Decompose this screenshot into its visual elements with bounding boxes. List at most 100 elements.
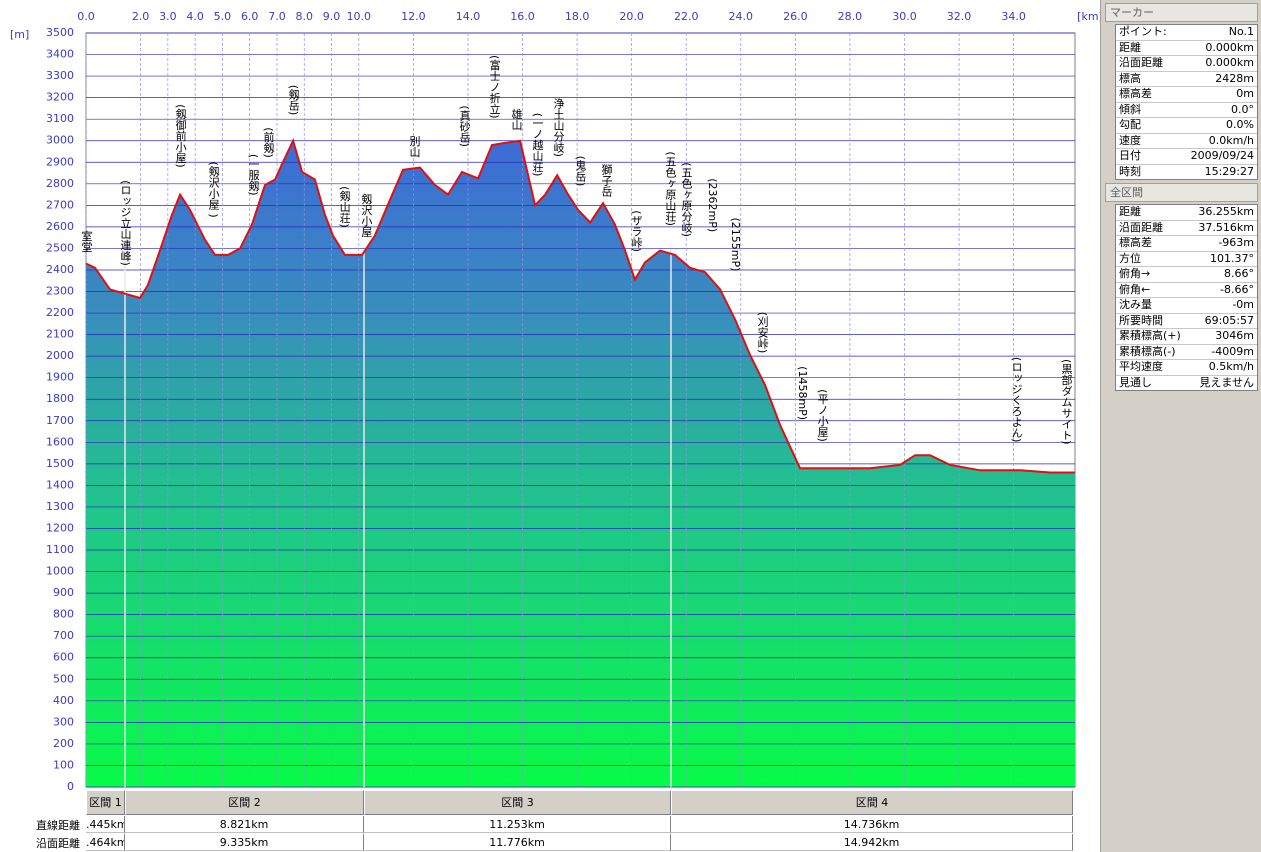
section-surface: 11.776km (364, 834, 671, 851)
panel-label: 傾斜 (1119, 102, 1141, 116)
annotation: 剱沢小屋 (360, 193, 373, 238)
x-tick-label: 9.0 (323, 10, 341, 23)
y-tick-label: 2600 (46, 220, 74, 233)
table-corner (0, 790, 86, 815)
annotation: (ロッジ立山連峰) (119, 180, 132, 266)
panel-row: 見通し 見えません (1116, 376, 1257, 391)
panel-label: 累積標高(+) (1119, 329, 1181, 342)
x-tick-label: 32.0 (947, 10, 972, 23)
section-header: 区間 4 (671, 790, 1073, 815)
y-tick-label: 600 (53, 651, 74, 664)
x-tick-label: 10.0 (347, 10, 372, 23)
panel-value: 見えません (1199, 375, 1254, 389)
panel-row: 所要時間 69:05:57 (1116, 314, 1257, 329)
y-tick-label: 2000 (46, 349, 74, 362)
annotation: 浄土山分岐) (552, 96, 565, 157)
panel-label: 標高差 (1119, 236, 1152, 249)
panel-row: 距離 36.255km (1116, 205, 1257, 221)
annotation: (一服剱) (247, 154, 260, 196)
annotation: (刈安峠) (756, 312, 769, 354)
panel-label: 距離 (1119, 205, 1141, 218)
y-tick-label: 1700 (46, 414, 74, 427)
y-tick-label: 700 (53, 629, 74, 642)
x-tick-label: 12.0 (401, 10, 426, 23)
x-tick-label: 3.0 (159, 10, 177, 23)
panel-row: 速度 0.0km/h (1116, 133, 1257, 149)
panel-row: 標高 2428m (1116, 71, 1257, 87)
y-tick-label: 3100 (46, 112, 74, 125)
x-tick-label: 6.0 (241, 10, 259, 23)
panel-label: ポイント: (1119, 25, 1167, 38)
annotation: (剱御前小屋) (174, 104, 187, 168)
total-table: 距離 36.255km 沿面距離 37.516km 標高差 -963m 方位 101.37° 俯… (1115, 204, 1258, 391)
panel-value: 15:29:27 (1204, 164, 1254, 178)
panel-label: 沿面距離 (1119, 220, 1163, 234)
annotation: 別山 (408, 135, 421, 157)
panel-value: 8.66° (1224, 267, 1254, 280)
panel-value: 0.5km/h (1208, 360, 1254, 373)
section-straight: 14.736km (671, 816, 1073, 833)
y-axis-unit: [m] (10, 28, 29, 41)
panel-row: 累積標高(+) 3046m (1116, 329, 1257, 345)
panel-label: 速度 (1119, 133, 1141, 147)
panel-row: 方位 101.37° (1116, 252, 1257, 267)
y-tick-label: 2500 (46, 241, 74, 254)
y-tick-label: 1400 (46, 478, 74, 491)
section-table: 直線距離 沿面距離 区間 1.445km .464km 区間 2 8.821km 9.335… (0, 790, 1100, 852)
annotation: 獅子岳 (600, 163, 613, 197)
panel-row: 距離 0.000km (1116, 40, 1257, 56)
x-tick-label: 14.0 (456, 10, 481, 23)
panel-label: 見通し (1119, 375, 1152, 389)
panel-value: -8.66° (1220, 282, 1254, 296)
panel-row: 俯角→ 8.66° (1116, 267, 1257, 283)
annotation: (黒部ダムサイト) (1060, 359, 1073, 445)
panel-label: 標高 (1119, 71, 1141, 85)
y-tick-label: 2900 (46, 155, 74, 168)
panel-row: 標高差 0m (1116, 87, 1257, 103)
panel-row: 時刻 15:29:27 (1116, 165, 1257, 180)
panel-label: 平均速度 (1119, 360, 1163, 373)
panel-label: 沈み量 (1119, 298, 1152, 311)
y-tick-label: 400 (53, 694, 74, 707)
y-tick-label: 1100 (46, 543, 74, 556)
info-panel: マーカー ポイント: No.1 距離 0.000km 沿面距離 0.000km 標高 2428… (1100, 0, 1261, 852)
annotation: (2155mP) (729, 218, 742, 272)
y-tick-label: 500 (53, 672, 74, 685)
y-tick-label: 3000 (46, 134, 74, 147)
y-tick-label: 2400 (46, 263, 74, 276)
panel-label: 時刻 (1119, 164, 1141, 178)
annotation: (1458mP) (796, 366, 809, 420)
y-tick-label: 3400 (46, 48, 74, 61)
section-surface: 14.942km (671, 834, 1073, 851)
panel-value: 2009/09/24 (1190, 149, 1254, 162)
panel-value: -0m (1232, 298, 1254, 311)
row-label: 直線距離 (36, 819, 80, 832)
panel-value: 36.255km (1198, 205, 1254, 218)
x-tick-label: 22.0 (674, 10, 699, 23)
section-surface: .464km (86, 834, 125, 851)
x-tick-label: 8.0 (296, 10, 314, 23)
x-tick-label: 28.0 (838, 10, 863, 23)
y-tick-label: 800 (53, 608, 74, 621)
panel-value: 3046m (1215, 329, 1254, 342)
annotation: (前剱) (262, 127, 275, 158)
annotation: (ロッジくろよん) (1010, 357, 1023, 443)
y-tick-label: 3300 (46, 69, 74, 82)
panel-label: 累積標高(-) (1119, 344, 1176, 358)
y-tick-label: 900 (53, 586, 74, 599)
x-tick-label: 2.0 (132, 10, 150, 23)
panel-label: 距離 (1119, 40, 1141, 54)
panel-value: No.1 (1228, 25, 1254, 38)
y-tick-label: 1500 (46, 457, 74, 470)
annotation: (五色ヶ原分岐) (680, 162, 693, 237)
panel-row: 日付 2009/09/24 (1116, 149, 1257, 165)
panel-row: ポイント: No.1 (1116, 25, 1257, 41)
panel-value: 0m (1236, 87, 1254, 100)
annotation: 室堂 (80, 229, 93, 252)
panel-row: 標高差 -963m (1116, 236, 1257, 252)
annotation: (平ノ小屋) (816, 389, 829, 442)
panel-value: -963m (1218, 236, 1254, 249)
y-tick-label: 2300 (46, 285, 74, 298)
y-tick-label: 3500 (46, 26, 74, 39)
